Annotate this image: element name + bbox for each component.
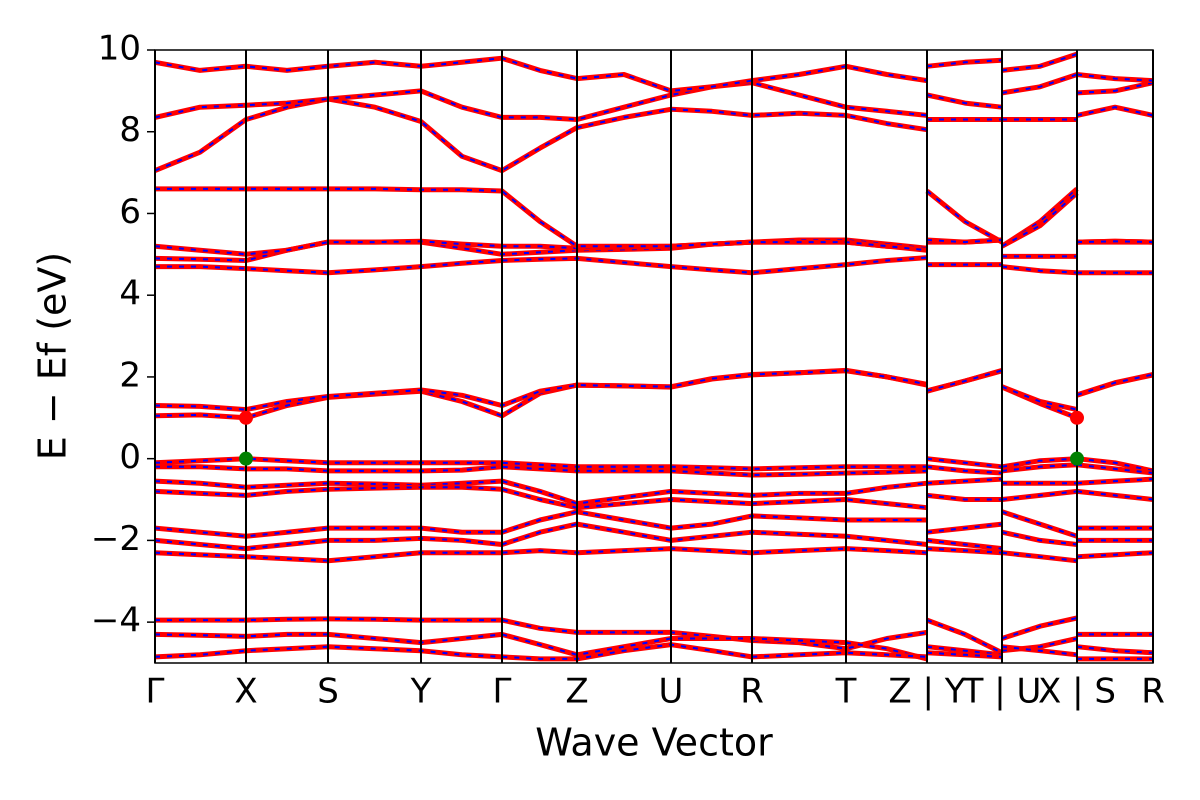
y-tick-label: −4 (91, 601, 141, 641)
x-tick-label: X (234, 672, 257, 712)
band-overlay (155, 510, 1153, 538)
y-tick-label: 10 (98, 29, 141, 69)
band-edge-marker (239, 410, 253, 425)
y-axis-label: E − Ef (eV) (31, 252, 75, 461)
x-axis-label: Wave Vector (535, 721, 773, 765)
x-tick-label: X | S (1038, 672, 1116, 712)
y-tick-label: 8 (119, 110, 141, 150)
y-tick-label: 2 (119, 355, 141, 395)
band-overlay (155, 643, 1153, 660)
band-overlay (155, 187, 1153, 252)
band-overlay (155, 256, 1153, 274)
band-overlay (155, 369, 1153, 411)
x-tick-label: U (659, 672, 684, 712)
x-tick-label: Γ (146, 672, 165, 712)
band-overlay (155, 457, 1153, 472)
x-tick-label: S (317, 672, 339, 712)
x-tick-label: R (1141, 672, 1165, 712)
y-tick-label: 0 (119, 437, 141, 477)
band-overlay (155, 97, 1153, 172)
y-tick-label: −2 (91, 519, 141, 559)
band-edge-marker (239, 451, 253, 466)
band-overlay (155, 188, 1153, 256)
y-tick-label: 4 (119, 274, 141, 314)
overlay: −4 −2 0 2 4 6 8 10 Γ X S Y Γ Z U R T Z | YT | UX | S R (91, 29, 1165, 712)
band-overlay (155, 547, 1153, 562)
x-tick-label: T | U (962, 672, 1042, 712)
band-overlay (155, 617, 1153, 654)
x-tick-label: Z (565, 672, 588, 712)
band-overlay (155, 633, 1153, 660)
x-tick-label: Y (410, 672, 432, 712)
x-tick-label: R (740, 672, 764, 712)
plot-frame (154, 49, 1154, 664)
band-overlay (155, 523, 1153, 550)
bands (155, 51, 1153, 662)
band-overlay (155, 463, 1153, 477)
band-overlay (155, 486, 1153, 509)
band-overlay (155, 73, 1153, 121)
band-edge-marker (1070, 451, 1084, 466)
band-overlay (155, 53, 1153, 92)
x-tick-label: Z | Y (888, 672, 965, 712)
band-edge-marker (1070, 410, 1084, 425)
x-tick-label: Γ (493, 672, 512, 712)
x-tick-label: T (835, 672, 857, 712)
band-overlay (155, 478, 1153, 505)
y-tick-label: 6 (119, 192, 141, 232)
